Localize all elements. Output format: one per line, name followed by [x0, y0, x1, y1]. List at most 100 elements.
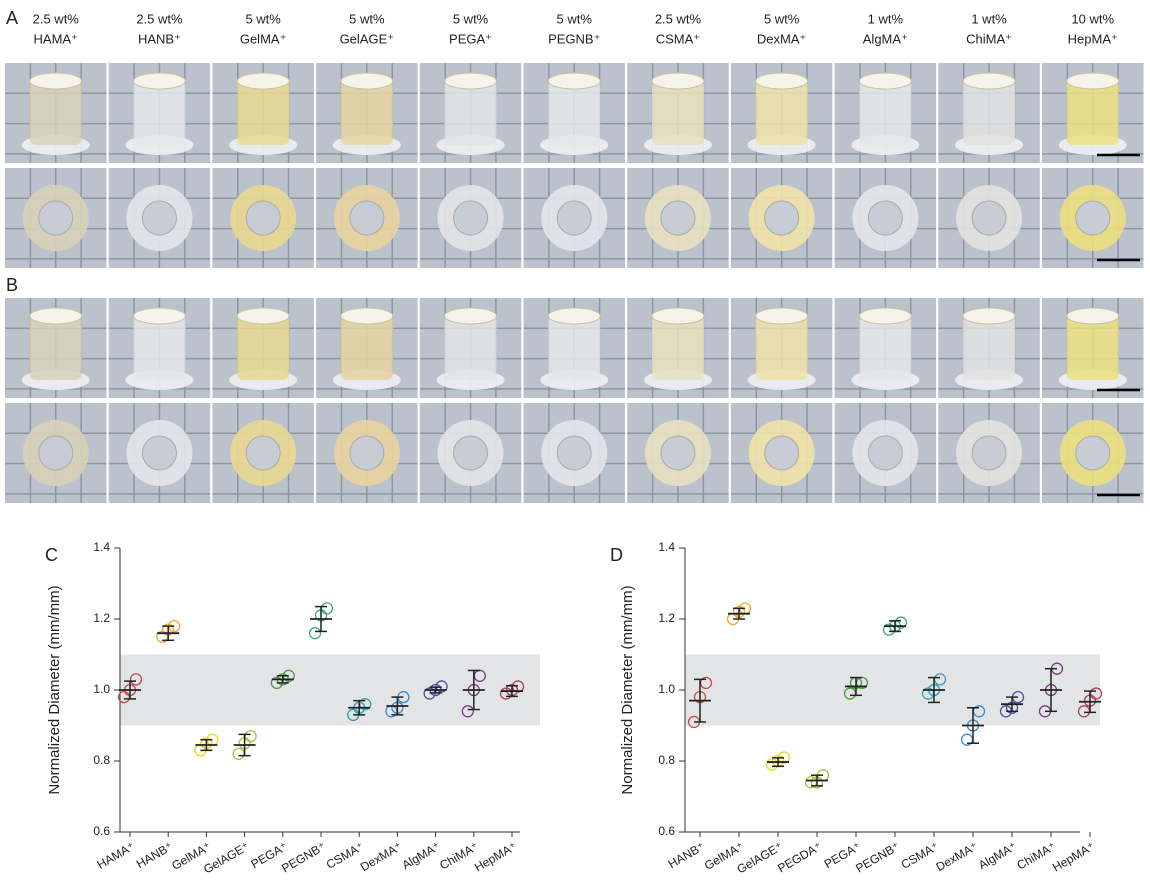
column-label: DexMA⁺	[757, 31, 806, 46]
data-point	[322, 603, 333, 614]
gel-top	[237, 73, 289, 89]
x-tick-label: PEGNB⁺	[853, 839, 902, 875]
column-label: HepMA⁺	[1068, 31, 1118, 46]
photo	[524, 298, 626, 398]
y-axis-label: Normalized Diameter (mm/mm)	[619, 585, 636, 794]
photo	[420, 403, 522, 503]
gel-hole	[142, 436, 176, 470]
gel-top	[548, 73, 600, 89]
gel-hole	[39, 436, 73, 470]
photo	[627, 168, 729, 268]
photo	[731, 403, 833, 503]
photo	[835, 298, 937, 398]
data-point	[245, 731, 256, 742]
x-tick-label: DexMA⁺	[358, 839, 405, 874]
gel-hole	[246, 201, 280, 235]
photo	[1042, 168, 1144, 268]
photo	[835, 63, 937, 163]
gel-hole	[1076, 436, 1110, 470]
photo	[524, 403, 626, 503]
column-label: HANB⁺	[138, 31, 181, 46]
column-label: 5 wt%	[349, 11, 385, 26]
gel-top	[756, 308, 808, 324]
x-tick-label: HAMA⁺	[95, 839, 138, 872]
photo	[212, 403, 314, 503]
photo	[5, 168, 107, 268]
photo	[835, 403, 937, 503]
column-label: 5 wt%	[557, 11, 593, 26]
x-tick-label: HepMA⁺	[472, 839, 519, 874]
photo	[109, 63, 211, 163]
photo	[627, 63, 729, 163]
photo	[109, 298, 211, 398]
gel-top	[756, 73, 808, 89]
gel-top	[237, 308, 289, 324]
column-label: 5 wt%	[245, 11, 281, 26]
x-tick-label: HANB⁺	[134, 839, 175, 871]
photo	[835, 168, 937, 268]
column-label: ChiMA⁺	[966, 31, 1012, 46]
panel-label: C	[45, 545, 58, 565]
gel-top	[1067, 308, 1119, 324]
photo	[420, 63, 522, 163]
y-tick-label: 1.0	[93, 682, 110, 696]
gel-top	[652, 73, 704, 89]
photo	[938, 403, 1040, 503]
figure: AB2.5 wt%HAMA⁺2.5 wt%HANB⁺5 wt%GelMA⁺5 w…	[0, 0, 1150, 892]
photo	[212, 168, 314, 268]
column-label: 2.5 wt%	[33, 11, 80, 26]
x-tick-label: AlgMA⁺	[400, 839, 443, 872]
gel-hole	[39, 201, 73, 235]
x-tick-label: CSMA⁺	[899, 839, 942, 872]
photo	[731, 168, 833, 268]
gel-top	[445, 308, 497, 324]
photo	[627, 403, 729, 503]
gel-top	[30, 308, 82, 324]
column-label: 2.5 wt%	[655, 11, 702, 26]
column-label: PEGA⁺	[449, 31, 492, 46]
photo	[316, 168, 418, 268]
photo	[627, 298, 729, 398]
gel-hole	[454, 436, 488, 470]
photo	[212, 298, 314, 398]
gel-top	[341, 73, 393, 89]
gel-hole	[972, 201, 1006, 235]
x-tick-label: DexMA⁺	[934, 839, 981, 874]
photo	[1042, 403, 1144, 503]
gel-top	[859, 73, 911, 89]
x-tick-label: HepMA⁺	[1050, 839, 1097, 874]
gel-hole	[142, 201, 176, 235]
column-label: 10 wt%	[1071, 11, 1114, 26]
photo	[938, 168, 1040, 268]
x-tick-label: PEGDA⁺	[775, 839, 824, 875]
y-tick-label: 0.6	[93, 824, 110, 838]
gel-hole	[350, 201, 384, 235]
y-tick-label: 0.6	[658, 824, 675, 838]
gel-top	[963, 73, 1015, 89]
y-tick-label: 1.4	[93, 540, 110, 554]
gel-top	[133, 308, 185, 324]
gel-hole	[661, 201, 695, 235]
reference-band	[685, 655, 1100, 726]
photo	[731, 298, 833, 398]
panel-label: D	[610, 545, 623, 565]
y-tick-label: 1.0	[658, 682, 675, 696]
gel-hole	[661, 436, 695, 470]
column-label: GelAGE⁺	[340, 31, 395, 46]
gel-hole	[454, 201, 488, 235]
x-tick-label: AlgMA⁺	[976, 839, 1019, 872]
column-label: CSMA⁺	[656, 31, 700, 46]
gel-hole	[868, 201, 902, 235]
photo	[420, 168, 522, 268]
data-point	[233, 748, 244, 759]
photo	[5, 403, 107, 503]
gel-top	[30, 73, 82, 89]
photo	[524, 168, 626, 268]
y-tick-label: 0.8	[93, 753, 110, 767]
panel-label: B	[6, 275, 18, 295]
gel-hole	[765, 201, 799, 235]
photo	[109, 403, 211, 503]
gel-hole	[557, 436, 591, 470]
column-label: 5 wt%	[453, 11, 489, 26]
column-label: GelMA⁺	[240, 31, 287, 46]
